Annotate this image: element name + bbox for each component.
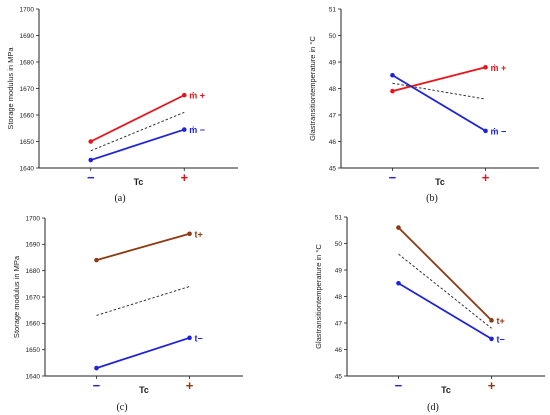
series-point bbox=[181, 92, 187, 98]
chart-panel-d: 45 46 47 48 49 50 51 Glastransitiontemperature … bbox=[314, 214, 545, 413]
y-tick-label: 49 bbox=[335, 267, 343, 274]
x-category-label: − bbox=[395, 378, 403, 393]
y-tick-label: 1690 bbox=[20, 33, 35, 40]
series-label: t+ bbox=[497, 316, 505, 326]
series-point bbox=[88, 139, 94, 144]
y-tick-label: 50 bbox=[329, 33, 337, 40]
series-line bbox=[397, 226, 493, 321]
chart-panel-b: 45 46 47 48 49 50 51 Glastransitiontemperature … bbox=[308, 6, 539, 204]
series-line bbox=[392, 74, 487, 132]
series-point bbox=[94, 257, 99, 263]
y-tick-label: 47 bbox=[335, 320, 343, 327]
y-tick-label: 1680 bbox=[26, 268, 41, 275]
panel-caption: (c) bbox=[116, 402, 127, 413]
y-tick-label: 51 bbox=[329, 6, 337, 13]
series-label: t+ bbox=[195, 229, 203, 239]
chart-panel-a: 1640 1650 1660 1670 1680 1690 1700 Storage modu… bbox=[6, 6, 238, 204]
series-label: ṁ + bbox=[189, 91, 205, 101]
x-axis-label: Tc bbox=[441, 385, 451, 395]
y-axis-label: Storage modulus in MPa bbox=[12, 255, 21, 338]
y-tick-label: 45 bbox=[329, 165, 337, 172]
mean-effect-dashed-line bbox=[392, 82, 486, 100]
x-axis-label: Tc bbox=[435, 177, 445, 187]
mean-effect-dashed-line bbox=[398, 253, 492, 329]
mean-effect-dashed-line bbox=[96, 285, 190, 316]
series-point bbox=[483, 65, 488, 70]
y-tick-label: 49 bbox=[329, 59, 337, 66]
y-axis-label: Storage modulus in MPa bbox=[6, 47, 15, 130]
series-point bbox=[187, 335, 192, 341]
series-label: ṁ + bbox=[491, 63, 507, 73]
series-line bbox=[90, 128, 185, 161]
series-point bbox=[489, 318, 494, 323]
x-category-label: − bbox=[389, 170, 397, 185]
series-label: ṁ − bbox=[491, 126, 507, 136]
y-axis-label: Glastransitiontemperature in °C bbox=[314, 244, 323, 349]
panel-caption: (b) bbox=[426, 193, 438, 204]
mean-effect-dashed-line bbox=[90, 111, 185, 152]
series-point bbox=[94, 365, 99, 371]
panel-caption: (a) bbox=[114, 193, 125, 204]
y-tick-label: 1690 bbox=[26, 242, 41, 249]
y-tick-label: 1700 bbox=[20, 6, 35, 13]
x-category-label: − bbox=[87, 170, 95, 185]
series-point bbox=[88, 157, 94, 163]
x-category-label: + bbox=[482, 170, 490, 185]
y-tick-label: 1680 bbox=[20, 59, 35, 66]
y-tick-label: 1640 bbox=[20, 165, 35, 172]
series-point bbox=[483, 128, 488, 134]
y-tick-label: 1670 bbox=[26, 294, 41, 301]
series-point bbox=[187, 231, 192, 237]
x-axis-label: Tc bbox=[134, 177, 144, 187]
y-tick-label: 46 bbox=[335, 347, 343, 354]
chart-panel-c: 1640 1650 1660 1670 1680 1690 1700 Storage modu… bbox=[12, 215, 243, 413]
series-line bbox=[90, 94, 185, 143]
y-tick-label: 46 bbox=[329, 139, 337, 146]
x-category-label: + bbox=[488, 378, 496, 393]
panel-caption: (d) bbox=[427, 402, 439, 413]
y-tick-label: 1650 bbox=[26, 347, 41, 354]
y-tick-label: 1650 bbox=[20, 139, 35, 146]
series-line bbox=[96, 336, 190, 369]
y-tick-label: 1660 bbox=[20, 112, 35, 119]
y-tick-label: 47 bbox=[329, 112, 337, 119]
series-point bbox=[489, 336, 494, 342]
series-line bbox=[96, 232, 190, 261]
x-category-label: + bbox=[186, 378, 194, 393]
y-tick-label: 48 bbox=[335, 294, 343, 301]
y-tick-label: 1640 bbox=[26, 373, 41, 380]
series-line bbox=[392, 66, 486, 93]
series-point bbox=[396, 280, 401, 286]
series-point bbox=[396, 225, 401, 230]
series-point bbox=[390, 88, 395, 94]
series-label: t− bbox=[195, 333, 203, 343]
y-tick-label: 48 bbox=[329, 86, 337, 93]
y-axis-label: Glastransitiontemperature in °C bbox=[308, 36, 317, 141]
series-point bbox=[390, 72, 395, 78]
y-tick-label: 50 bbox=[335, 241, 343, 248]
series-line bbox=[398, 282, 493, 340]
x-axis-label: Tc bbox=[139, 385, 149, 395]
y-tick-label: 1670 bbox=[20, 86, 35, 93]
series-label: t− bbox=[497, 334, 505, 344]
y-tick-label: 45 bbox=[335, 373, 343, 380]
y-tick-label: 51 bbox=[335, 214, 343, 221]
x-category-label: − bbox=[93, 378, 101, 393]
y-tick-label: 1660 bbox=[26, 321, 41, 328]
y-tick-label: 1700 bbox=[26, 215, 41, 222]
series-label: ṁ − bbox=[189, 125, 205, 135]
series-point bbox=[181, 127, 187, 132]
x-category-label: + bbox=[180, 170, 188, 185]
